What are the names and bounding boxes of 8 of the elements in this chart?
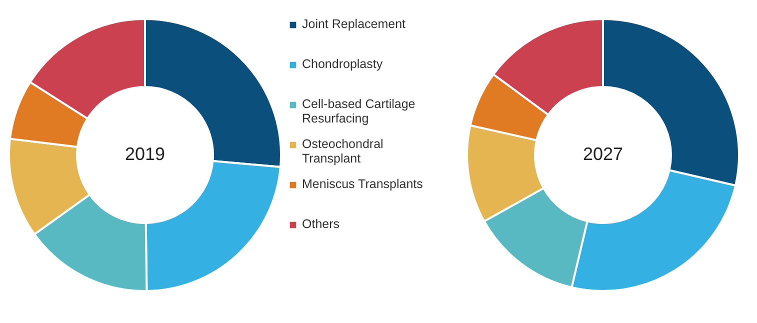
text: 2027 — [582, 144, 624, 164]
legend-label: Others — [302, 217, 340, 231]
legend-label: Meniscus Transplants — [302, 177, 423, 191]
legend-label: Joint Replacement — [302, 17, 406, 31]
text: 2019 — [124, 144, 166, 164]
legend-label: Osteochondral Transplant — [302, 137, 384, 166]
legend-label: Cell-based Cartilage Resurfacing — [302, 97, 416, 126]
legend-label: Chondroplasty — [302, 57, 384, 71]
